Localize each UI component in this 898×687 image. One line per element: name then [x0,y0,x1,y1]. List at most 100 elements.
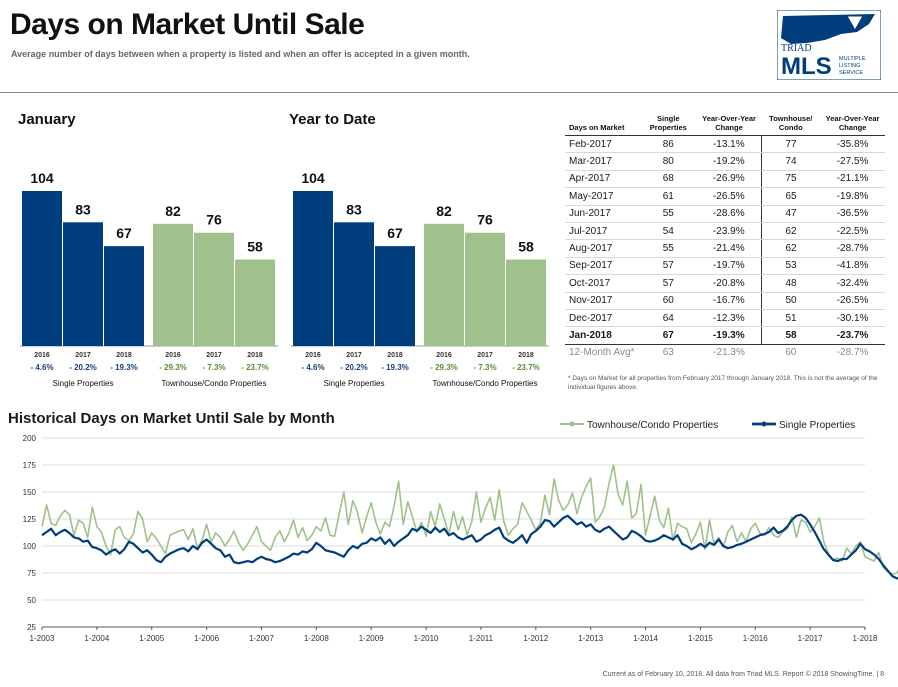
bar-value-label: 76 [477,212,493,228]
bar-year-label: 2017 [206,352,222,359]
table-cell: -19.3% [696,326,762,345]
bar [424,223,464,346]
table-cell: 80 [639,152,697,171]
bar-change-label: - 4.6% [301,363,324,372]
table-cell: 74 [761,152,821,171]
table-cell: 53 [761,257,821,276]
x-tick-label: 1-2018 [853,634,878,643]
table-cell: -21.3% [713,347,745,359]
table-cell: -26.5% [820,292,885,310]
table-cell: -21.1% [820,170,885,189]
logo-line5: SERVICE [839,70,863,76]
table-row: Mar-2017 80 -19.2% 74 -27.5% [565,152,885,171]
bar-year-label: 2018 [247,352,263,359]
table-cell: 63 [662,347,674,359]
x-tick-label: 1-2017 [798,634,823,643]
legend-label: Townhouse/Condo Properties [587,420,718,431]
table-cell: -36.5% [820,205,885,223]
table-cell: -28.7% [820,239,885,258]
bar-value-label: 82 [165,203,181,219]
page-title: Days on Market Until Sale [10,8,365,41]
bar-value-label: 67 [116,225,132,241]
legend-marker [569,421,575,427]
logo-line1: TRIAD [781,43,812,54]
table-cell: 77 [761,135,821,154]
table-cell: -20.8% [696,274,762,293]
table-cell: -28.7% [836,347,869,359]
x-tick-label: 1-2005 [139,634,164,643]
x-tick-label: 1-2013 [578,634,603,643]
legend-marker [761,421,767,427]
bar-year-label: 2016 [165,352,181,359]
col-header-condo: Townhouse/ Condo [761,114,821,136]
table-cell: Dec-2017 [565,309,640,328]
bar-value-label: 104 [30,170,54,186]
x-tick-label: 1-2012 [523,634,548,643]
bar-year-label: 2016 [436,352,452,359]
bar-year-label: 2018 [387,352,403,359]
table-cell: 51 [761,309,821,328]
table-cell: Jan-2018 [565,326,640,345]
series-line-townhouse [41,464,898,575]
bar-year-label: 2016 [305,352,321,359]
bar-group-label: Townhouse/Condo Properties [162,379,267,388]
bar [375,246,415,346]
table-cell: 55 [639,205,697,223]
table-cell: -27.5% [820,152,885,171]
bar [465,232,505,346]
bar-value-label: 76 [206,212,222,228]
bar-value-label: 67 [387,225,403,241]
bar-year-label: 2017 [477,352,493,359]
bar [63,222,103,346]
table-cell: 68 [639,170,697,189]
page-footer: Current as of February 10, 2018. All dat… [602,671,884,678]
table-row: Nov-2017 60 -16.7% 50 -26.5% [565,292,885,310]
y-tick-label: 100 [23,542,37,551]
table-cell: 55 [639,239,697,258]
historical-line-chart: 25 50 75 100 125 150 175 200 1-2003 1-2004 1-2005 1… [23,420,898,643]
bar-value-label: 104 [301,170,325,186]
logo-line2: MLS [781,53,832,80]
table-row: May-2017 61 -26.5% 65 -19.8% [565,187,885,206]
x-tick-label: 1-2016 [743,634,768,643]
table-row: Apr-2017 68 -26.9% 75 -21.1% [565,170,885,189]
bar-change-label: - 20.2% [69,363,97,372]
bar-change-label: - 23.7% [241,363,269,372]
y-tick-label: 50 [27,596,36,605]
col-header-single-yoy: Year-Over-Year Change [696,114,762,136]
table-row: Jul-2017 54 -23.9% 62 -22.5% [565,222,885,241]
table-cell: -35.8% [820,135,885,154]
table-cell: 50 [761,292,821,310]
bar-change-label: - 7.3% [202,363,225,372]
bar [22,191,62,346]
table-cell: -28.6% [696,205,762,223]
y-tick-label: 175 [23,461,37,470]
table-cell: 60 [639,292,697,310]
x-tick-label: 1-2015 [688,634,713,643]
table-cell: 60 [785,347,797,359]
panel-title-january: January [18,111,76,128]
bar-year-label: 2017 [346,352,362,359]
table-cell: 65 [761,187,821,206]
y-tick-label: 125 [23,515,37,524]
table-cell: -19.8% [820,187,885,206]
table-footnote: * Days on Market for all properties from… [568,375,878,391]
series-line-single [41,513,898,580]
table-row: Jun-2017 55 -28.6% 47 -36.5% [565,205,885,223]
y-tick-label: 150 [23,488,37,497]
bar-value-label: 83 [346,201,362,217]
bar [235,259,275,346]
y-tick-label: 200 [23,434,37,443]
y-tick-label: 25 [27,623,36,632]
bar-change-label: - 29.3% [159,363,187,372]
table-cell: 62 [761,222,821,241]
table-cell: -26.5% [696,187,762,206]
bar-change-label: - 23.7% [512,363,540,372]
table-cell: 64 [639,309,697,328]
table-cell: Oct-2017 [565,274,640,293]
table-cell: -16.7% [696,292,762,310]
bar-group-label: Single Properties [53,379,114,388]
bar-change-label: - 7.3% [473,363,496,372]
table-cell: -23.9% [696,222,762,241]
col-header-month: Days on Market [565,114,640,136]
